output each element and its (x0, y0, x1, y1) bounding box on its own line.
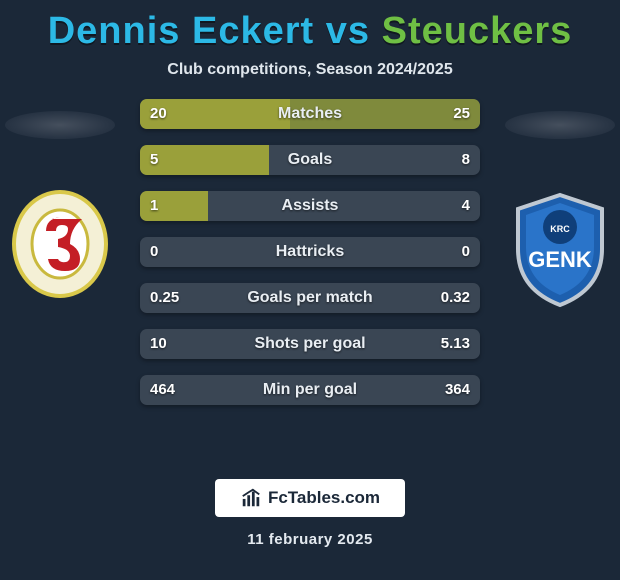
comparison-arena: KRC GENK Matches2025 Goals58 Assists14 Hatt… (0, 99, 620, 459)
stat-value-left: 0 (140, 237, 168, 267)
brand-badge: FcTables.com (215, 479, 405, 517)
stat-row: Goals58 (140, 145, 480, 175)
stat-label: Hattricks (140, 237, 480, 267)
stat-row: Shots per goal10 5.13 (140, 329, 480, 359)
player1-name: Dennis Eckert (48, 10, 314, 52)
brand-text: FcTables.com (268, 488, 380, 508)
subtitle: Club competitions, Season 2024/2025 (0, 61, 620, 79)
svg-text:GENK: GENK (528, 247, 592, 272)
player2-club-crest: KRC GENK (510, 189, 610, 309)
svg-text:KRC: KRC (550, 224, 570, 234)
stat-value-left: 464 (140, 375, 185, 405)
stat-fill-left (140, 145, 269, 175)
stat-row: Goals per match0.25 0.32 (140, 283, 480, 313)
stat-fill-left (140, 99, 290, 129)
stat-value-right: 5.13 (431, 329, 480, 359)
stat-value-right: 0.32 (431, 283, 480, 313)
stat-row: Assists14 (140, 191, 480, 221)
player2-name: Steuckers (382, 10, 573, 52)
stat-value-right: 8 (452, 145, 480, 175)
player1-club-crest (10, 189, 110, 309)
stat-row: Hattricks0 0 (140, 237, 480, 267)
standard-liege-icon (10, 189, 110, 309)
stat-fill-left (140, 191, 208, 221)
stat-value-left: 0.25 (140, 283, 189, 313)
vs-label: vs (326, 10, 370, 52)
genk-icon: KRC GENK (510, 189, 610, 309)
footer-date: 11 february 2025 (0, 531, 620, 548)
stat-row: Matches2025 (140, 99, 480, 129)
player1-shadow (5, 111, 115, 139)
stat-bars: Matches2025 Goals58 Assists14 Hattricks0 0 Go… (140, 99, 480, 421)
stat-value-right: 4 (452, 191, 480, 221)
player2-shadow (505, 111, 615, 139)
comparison-title: Dennis Eckert vs Steuckers (0, 0, 620, 53)
stat-row: Min per goal464 364 (140, 375, 480, 405)
stat-label: Goals per match (140, 283, 480, 313)
stat-fill-right (290, 99, 480, 129)
stat-value-right: 0 (452, 237, 480, 267)
stat-value-right: 364 (435, 375, 480, 405)
stat-label: Shots per goal (140, 329, 480, 359)
stat-label: Min per goal (140, 375, 480, 405)
stat-value-left: 10 (140, 329, 177, 359)
brand-chart-icon (240, 487, 262, 509)
